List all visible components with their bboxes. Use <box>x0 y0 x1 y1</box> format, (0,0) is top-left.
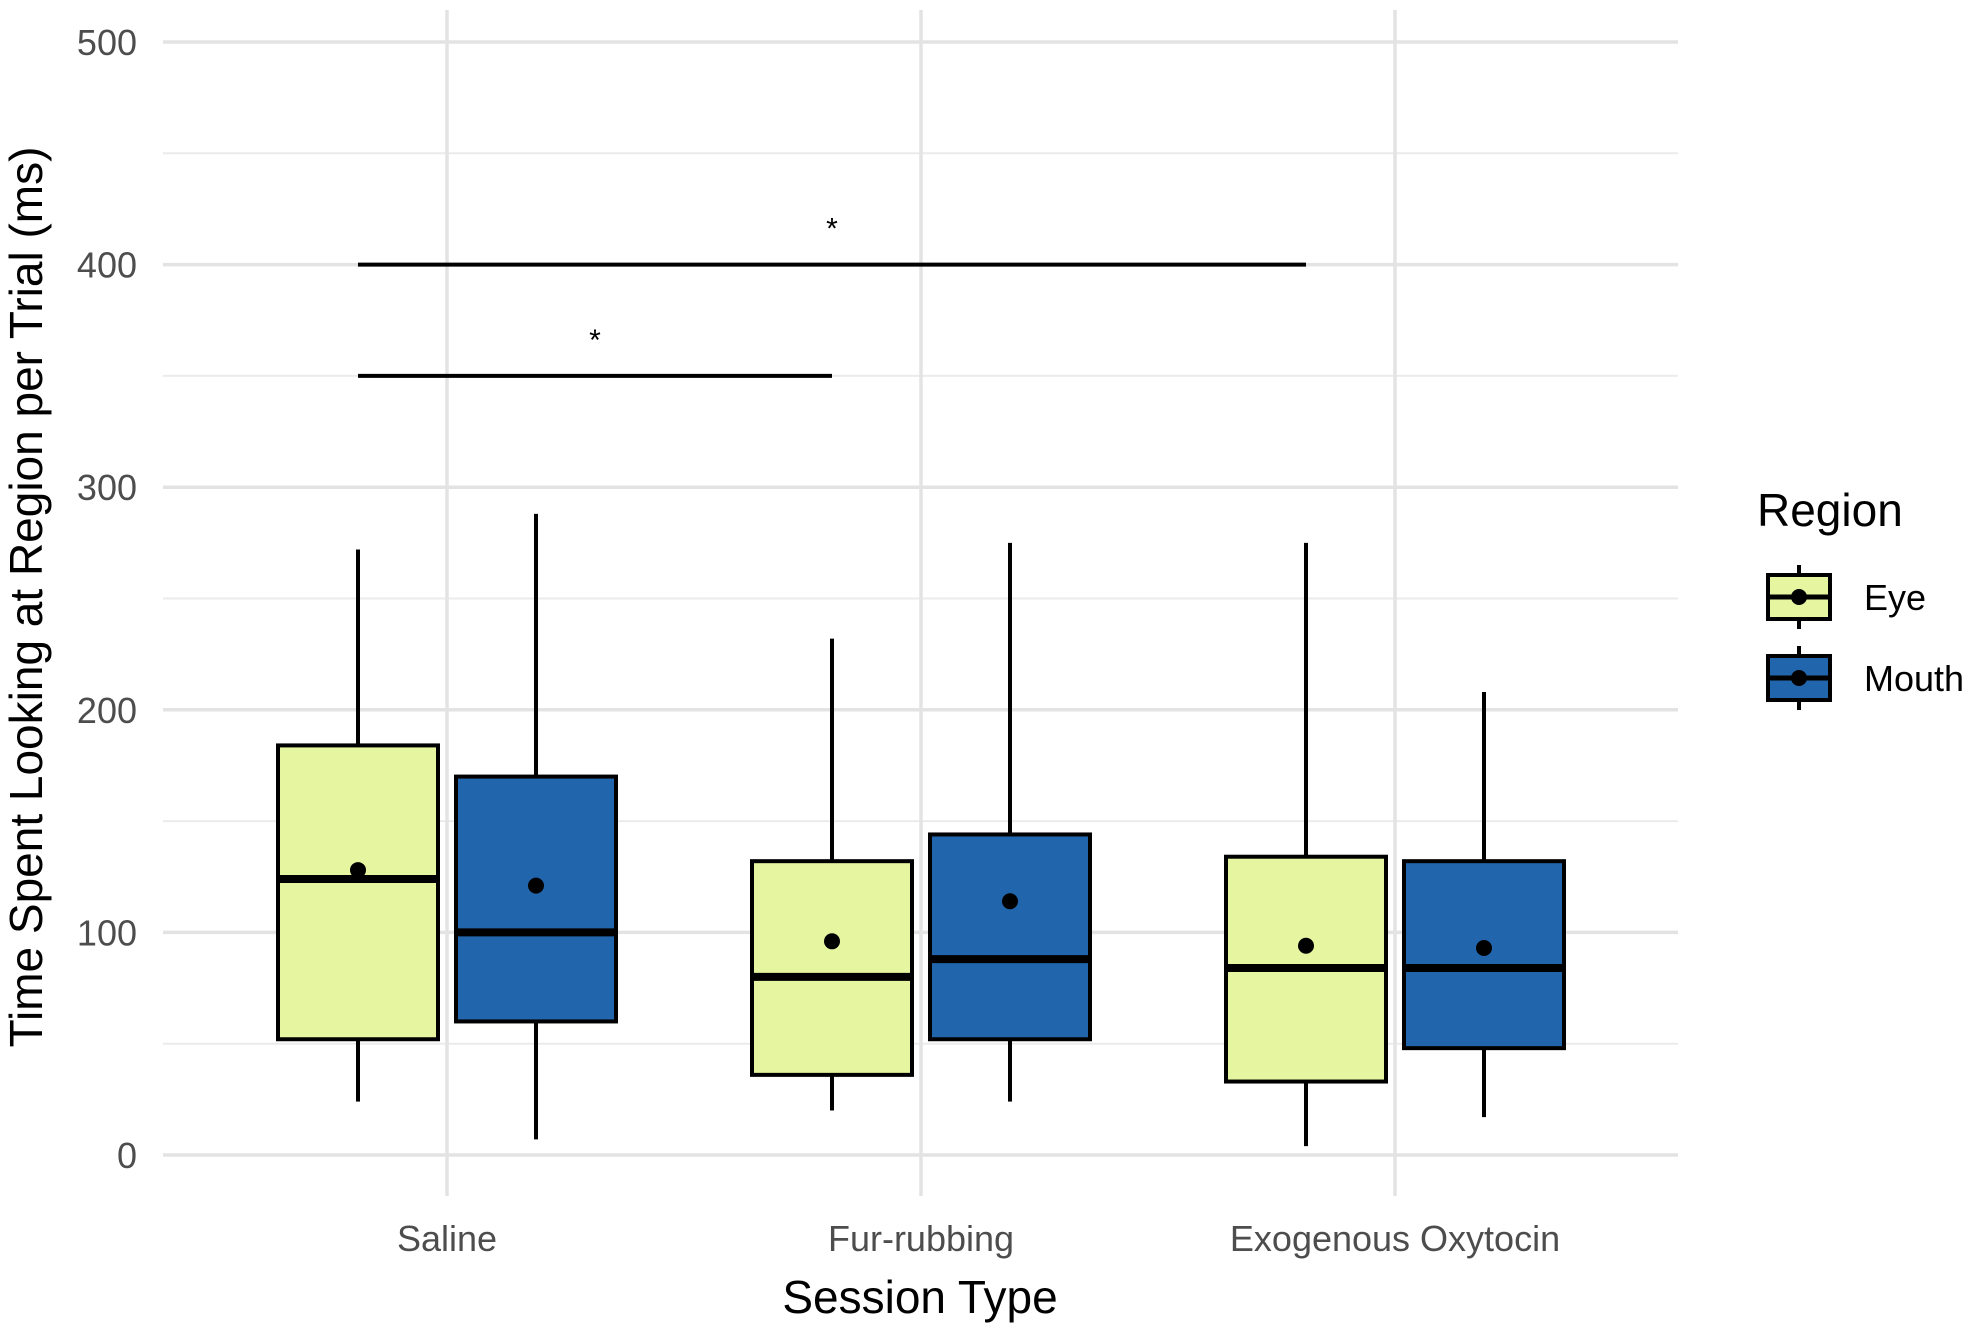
y-tick-label: 300 <box>77 467 137 508</box>
mean-point <box>1476 939 1492 956</box>
mean-point <box>350 862 366 879</box>
box-eye-2 <box>1224 542 1388 1147</box>
x-tick-label: Saline <box>397 1218 497 1259</box>
x-tick-label: Exogenous Oxytocin <box>1230 1218 1560 1259</box>
box-mouth-0 <box>454 513 618 1140</box>
box-iqr <box>454 774 618 1024</box>
mean-point <box>1298 937 1314 954</box>
grid-lines <box>163 10 1678 1196</box>
legend-key-mouth <box>1766 646 1832 710</box>
y-tick-label: 200 <box>77 690 137 731</box>
legend-label-eye: Eye <box>1864 577 1926 618</box>
box-iqr <box>928 832 1092 1042</box>
mean-point <box>528 877 544 894</box>
box-mouth-2 <box>1402 691 1566 1118</box>
legend-title: Region <box>1757 484 1903 536</box>
legend-key-eye <box>1766 565 1832 629</box>
significance-annotations: ** <box>358 213 1306 378</box>
box-eye-1 <box>750 638 914 1111</box>
box-eye-0 <box>276 549 440 1102</box>
y-tick-label: 400 <box>77 245 137 286</box>
x-tick-label: Fur-rubbing <box>828 1218 1014 1259</box>
legend-mean <box>1791 670 1807 686</box>
y-axis-ticks: 0 100 200 300 400 500 <box>77 22 137 1176</box>
box-iqr <box>276 743 440 1042</box>
significance-label: * <box>826 213 838 246</box>
legend: Region Eye Mouth <box>1757 484 1964 710</box>
legend-label-mouth: Mouth <box>1864 658 1964 699</box>
boxes <box>276 513 1566 1147</box>
legend-mean <box>1791 589 1807 605</box>
significance-label: * <box>589 324 601 357</box>
y-tick-label: 500 <box>77 22 137 63</box>
mean-point <box>1002 893 1018 910</box>
x-axis-ticks: Saline Fur-rubbing Exogenous Oxytocin <box>397 1218 1560 1259</box>
box-mouth-1 <box>928 542 1092 1102</box>
x-axis-title: Session Type <box>782 1271 1057 1323</box>
y-tick-label: 0 <box>117 1135 137 1176</box>
box-iqr <box>750 859 914 1077</box>
y-tick-label: 100 <box>77 912 137 953</box>
mean-point <box>824 933 840 950</box>
y-axis-title: Time Spent Looking at Region per Trial (… <box>0 147 52 1048</box>
